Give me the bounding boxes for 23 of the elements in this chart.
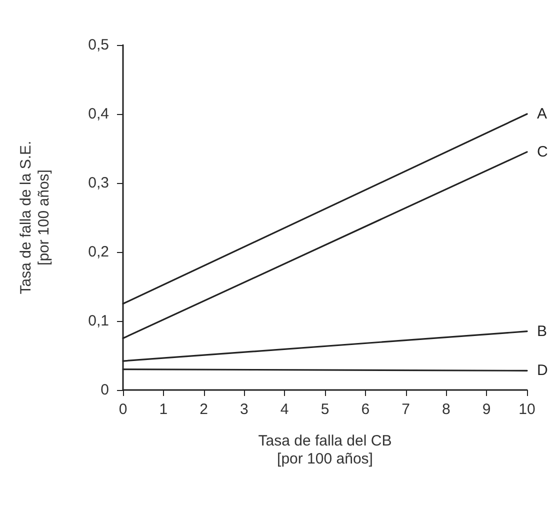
x-tick-label: 6: [361, 401, 370, 418]
y-tick-label: 0,2: [88, 244, 109, 260]
x-tick-label: 1: [159, 401, 168, 418]
y-tick-label: 0,3: [88, 174, 109, 192]
x-tick-label: 3: [240, 401, 248, 418]
series-label: D: [537, 362, 548, 380]
x-tick-label: 10: [518, 401, 536, 418]
x-tick-label: 2: [200, 401, 208, 418]
y-tick-label: 0,5: [88, 36, 109, 54]
series-label: C: [537, 143, 548, 160]
x-tick-label: 9: [482, 401, 491, 418]
x-tick-label: 5: [320, 401, 330, 418]
y-axis-title: Tasa de falla de la S.E. [por 100 años]: [18, 140, 52, 294]
x-axis-title: Tasa de falla del CB [por 100 años]: [258, 432, 392, 468]
x-tick-label: 7: [402, 401, 410, 418]
series-label: A: [537, 106, 548, 122]
x-tick-label: 0: [118, 401, 128, 418]
y-tick-label: 0: [100, 382, 109, 398]
series-label: B: [537, 322, 548, 340]
y-tick-label: 0,1: [88, 312, 109, 330]
x-tick-label: 4: [280, 401, 289, 418]
x-tick-label: 8: [442, 401, 450, 418]
y-tick-label: 0,4: [88, 106, 109, 122]
